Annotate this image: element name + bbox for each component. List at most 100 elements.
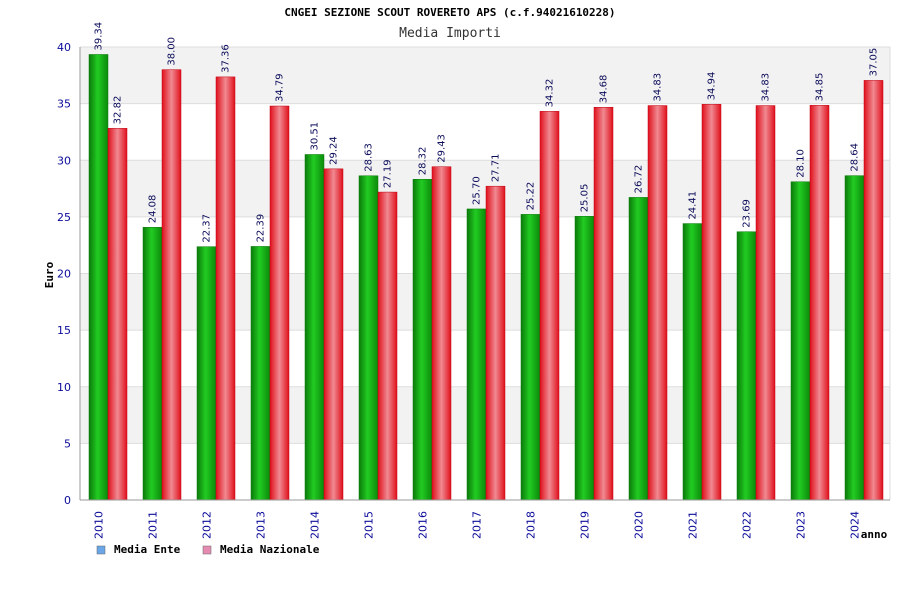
x-tick-label: 2021 (687, 511, 700, 539)
x-tick-label: 2013 (255, 511, 268, 539)
data-label: 37.36 (221, 44, 232, 73)
bar-media-ente (304, 154, 325, 501)
y-tick-label: 40 (57, 41, 71, 54)
data-label: 22.39 (256, 214, 267, 243)
data-label: 34.83 (653, 73, 664, 102)
data-label: 25.22 (526, 182, 537, 211)
data-label: 26.72 (634, 165, 645, 194)
bar-media-ente (790, 181, 811, 501)
grid-band (80, 160, 890, 217)
data-label: 37.05 (869, 48, 880, 77)
y-tick-label: 10 (57, 381, 71, 394)
bar-media-ente (88, 54, 109, 501)
y-tick-label: 35 (57, 98, 71, 111)
data-label: 29.43 (437, 134, 448, 163)
x-tick-label: 2014 (309, 511, 322, 539)
data-label: 34.79 (275, 73, 286, 102)
y-tick-label: 5 (64, 437, 71, 450)
data-label: 34.68 (599, 75, 610, 104)
bar-media-nazionale (755, 105, 776, 501)
bars-group (88, 54, 884, 501)
data-label: 27.19 (383, 159, 394, 188)
y-tick-label: 0 (64, 494, 71, 507)
data-label: 32.82 (113, 96, 124, 125)
bar-media-ente (682, 223, 703, 501)
bar-media-nazionale (863, 80, 884, 501)
data-label: 24.41 (688, 191, 699, 220)
x-tick-label: 2010 (93, 511, 106, 539)
data-label: 39.34 (94, 22, 105, 51)
legend-label: Media Ente (114, 543, 181, 556)
data-label: 24.08 (148, 195, 159, 224)
data-label: 30.51 (310, 122, 321, 151)
bar-media-nazionale (107, 128, 128, 501)
data-label: 22.37 (202, 214, 213, 243)
x-tick-label: 2018 (525, 511, 538, 539)
bar-media-ente (358, 175, 379, 501)
bar-media-ente (412, 179, 433, 501)
bar-media-nazionale (161, 69, 182, 501)
data-label: 28.64 (850, 143, 861, 172)
data-label: 28.63 (364, 143, 375, 172)
chart-title: CNGEI SEZIONE SCOUT ROVERETO APS (c.f.94… (284, 6, 615, 19)
y-tick-label: 20 (57, 268, 71, 281)
bar-media-ente (574, 216, 595, 501)
bar-media-nazionale (809, 105, 830, 501)
x-tick-label: 2015 (363, 511, 376, 539)
bar-media-ente (250, 246, 271, 501)
x-tick-labels: 2010 2011 2012 2013 2014 2015 2016 2017 2018 2019… (93, 511, 862, 539)
legend: Media Ente Media Nazionale (96, 543, 320, 556)
x-tick-label: 2023 (795, 511, 808, 539)
data-label: 28.32 (418, 147, 429, 176)
y-tick-label: 30 (57, 154, 71, 167)
grid-band (80, 47, 890, 104)
axes (79, 47, 890, 501)
y-tick-label: 25 (57, 211, 71, 224)
data-label: 34.83 (761, 73, 772, 102)
x-tick-label: 2012 (201, 511, 214, 539)
data-label: 25.05 (580, 184, 591, 213)
bar-media-nazionale (593, 106, 614, 501)
data-label: 29.24 (329, 136, 340, 165)
x-tick-label: 2017 (471, 511, 484, 539)
x-tick-label: 2019 (579, 511, 592, 539)
bar-media-nazionale (539, 111, 560, 501)
data-label: 23.69 (742, 199, 753, 228)
data-label: 34.94 (707, 72, 718, 101)
data-label: 28.10 (796, 149, 807, 178)
y-tick-labels: 0 5 10 15 20 25 30 35 40 (57, 41, 71, 507)
data-label: 27.71 (491, 154, 502, 183)
x-tick-label: 2020 (633, 511, 646, 539)
data-label: 34.32 (545, 79, 556, 108)
bar-media-ente (196, 246, 217, 501)
x-tick-label: 2024 (849, 511, 862, 539)
x-tick-label: 2022 (741, 511, 754, 539)
data-label: 25.70 (472, 176, 483, 205)
bar-media-ente (142, 227, 163, 501)
bar-media-nazionale (431, 166, 452, 501)
bar-media-nazionale (215, 76, 236, 501)
y-axis-label: Euro (43, 261, 56, 288)
bar-media-nazionale (323, 168, 344, 501)
bar-media-nazionale (377, 191, 398, 501)
bar-media-nazionale (269, 105, 290, 501)
bar-media-ente (520, 214, 541, 501)
bar-media-ente (736, 231, 757, 501)
data-label: 34.85 (815, 73, 826, 102)
data-labels-group: 39.34 32.82 24.08 38.00 22.37 37.36 22.39 34.79… (94, 22, 880, 243)
legend-swatch (202, 545, 212, 555)
bar-media-nazionale (701, 104, 722, 501)
x-tick-label: 2011 (147, 511, 160, 539)
bar-media-nazionale (485, 185, 506, 501)
legend-swatch (96, 545, 106, 555)
x-tick-label: 2016 (417, 511, 430, 539)
bar-media-ente (466, 208, 487, 501)
bar-media-nazionale (647, 105, 668, 501)
x-axis-label: anno (861, 528, 888, 541)
legend-label: Media Nazionale (220, 543, 320, 556)
chart-subtitle: Media Importi (399, 26, 501, 41)
bar-media-ente (844, 175, 865, 501)
data-label: 38.00 (167, 37, 178, 66)
